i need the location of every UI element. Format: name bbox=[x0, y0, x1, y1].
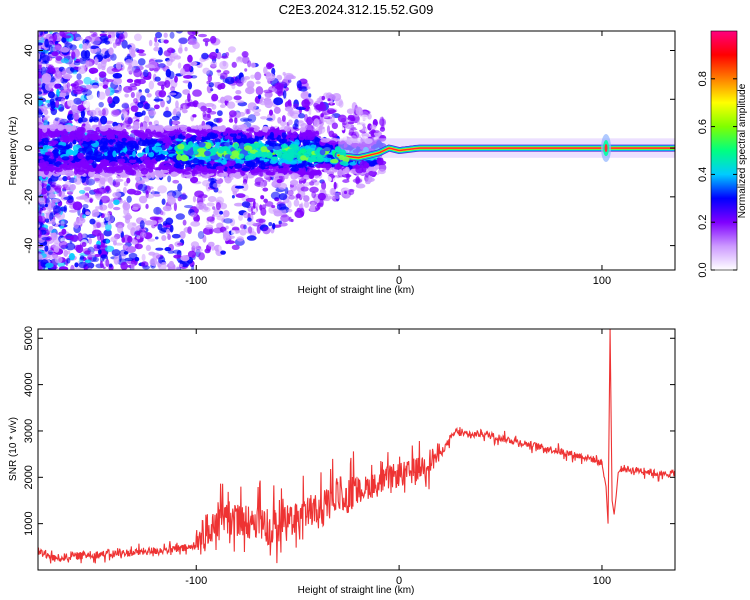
y-tick-label: 40 bbox=[23, 44, 35, 56]
y-tick-label: 5000 bbox=[23, 326, 35, 350]
figure-title: C2E3.2024.312.15.52.G09 bbox=[279, 2, 434, 17]
spectrogram-frame bbox=[37, 30, 676, 271]
colorbar: 0.0 0.2 0.4 0.6 0.8 Normalized spectral ampl… bbox=[697, 30, 748, 278]
y-tick-label: -40 bbox=[23, 238, 35, 254]
colorbar-gradient bbox=[711, 31, 737, 270]
x-tick-label: 0 bbox=[396, 275, 402, 287]
y-tick-label: 20 bbox=[23, 93, 35, 105]
y-tick-label: -20 bbox=[23, 189, 35, 205]
snr-y-axis-label: SNR (10 * v/v) bbox=[8, 417, 19, 481]
snr-plot-area bbox=[38, 329, 675, 570]
snr-series-line bbox=[38, 329, 675, 564]
y-tick-label: 2000 bbox=[23, 465, 35, 489]
snr-y-ticks: 1000 2000 3000 4000 5000 bbox=[23, 326, 675, 536]
colorbar-tick-label: 0.0 bbox=[697, 262, 709, 277]
spectrogram-x-axis-label: Height of straight line (km) bbox=[298, 285, 415, 296]
spectrogram-image bbox=[38, 31, 675, 270]
snr-panel: -100 0 100 1000 2000 3000 4000 5000 Height of … bbox=[8, 326, 676, 596]
spectrogram-y-ticks: 40 20 0 -20 -40 bbox=[23, 44, 675, 254]
spectrogram-ridge bbox=[174, 134, 675, 166]
spectrogram-x-ticks: -100 0 100 bbox=[185, 31, 611, 287]
snr-frame bbox=[37, 328, 676, 571]
y-tick-label: 0 bbox=[23, 145, 35, 151]
y-tick-label: 3000 bbox=[23, 419, 35, 443]
spectrogram-y-axis-label: Frequency (Hz) bbox=[8, 117, 19, 186]
colorbar-tick-label: 0.4 bbox=[697, 167, 709, 182]
colorbar-tick-label: 0.6 bbox=[697, 119, 709, 134]
snr-x-axis-label: Height of straight line (km) bbox=[298, 585, 415, 596]
x-tick-label: -100 bbox=[185, 575, 207, 587]
y-tick-label: 4000 bbox=[23, 372, 35, 396]
colorbar-ticks: 0.0 0.2 0.4 0.6 0.8 bbox=[697, 30, 738, 278]
x-tick-label: -100 bbox=[185, 275, 207, 287]
y-tick-label: 1000 bbox=[23, 511, 35, 535]
spectrogram-panel: -100 0 100 40 20 0 -20 -40 Height of straight … bbox=[8, 30, 676, 296]
x-tick-label: 100 bbox=[593, 575, 611, 587]
x-tick-label: 100 bbox=[593, 275, 611, 287]
colorbar-label: Normalized spectral amplitude bbox=[737, 83, 748, 218]
colorbar-tick-label: 0.8 bbox=[697, 71, 709, 86]
colorbar-frame bbox=[710, 30, 738, 271]
x-tick-label: 0 bbox=[396, 575, 402, 587]
colorbar-tick-label: 0.2 bbox=[697, 215, 709, 230]
snr-x-ticks: -100 0 100 bbox=[185, 329, 611, 587]
